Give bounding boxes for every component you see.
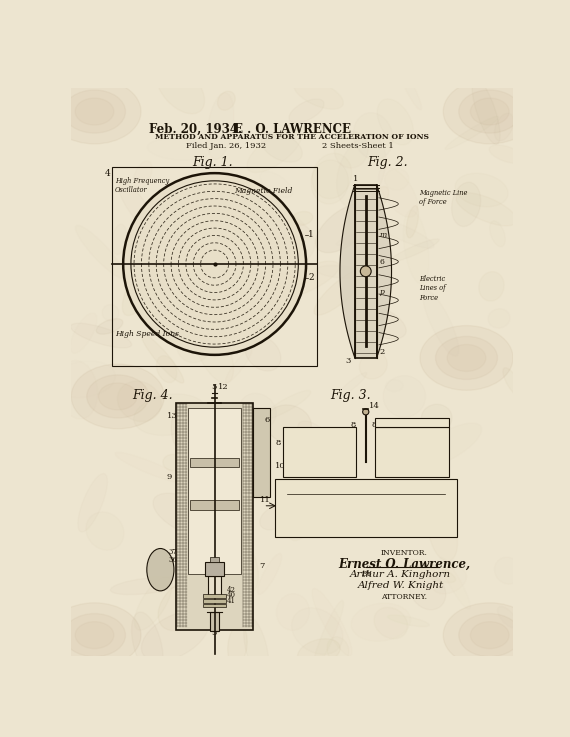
Text: 5: 5 (211, 629, 217, 637)
Bar (203, 594, 226, 598)
Ellipse shape (196, 195, 227, 231)
Text: 1: 1 (353, 175, 359, 183)
Text: 3: 3 (345, 357, 351, 366)
Bar (355, 185, 377, 358)
Text: 42: 42 (227, 586, 236, 594)
Ellipse shape (435, 336, 498, 380)
Text: High Speed Ions: High Speed Ions (115, 330, 178, 338)
Circle shape (360, 266, 371, 276)
Text: Arthur A. Kinghorn: Arthur A. Kinghorn (350, 570, 451, 579)
Ellipse shape (353, 113, 393, 159)
Text: Fig. 4.: Fig. 4. (132, 388, 173, 402)
Text: 1: 1 (308, 230, 314, 240)
Text: Magnetic Line
of Force: Magnetic Line of Force (419, 189, 467, 206)
Text: Filed Jan. 26, 1932: Filed Jan. 26, 1932 (186, 142, 266, 150)
Ellipse shape (388, 615, 429, 626)
Ellipse shape (479, 272, 504, 301)
Text: 6: 6 (264, 416, 270, 424)
Bar (375, 427, 449, 478)
Text: 14: 14 (369, 402, 380, 410)
Text: 10: 10 (275, 462, 286, 469)
Bar (203, 604, 226, 607)
Ellipse shape (459, 614, 521, 657)
Polygon shape (340, 185, 355, 358)
Text: E . O. LAWRENCE: E . O. LAWRENCE (234, 123, 351, 136)
Bar (375, 418, 449, 427)
Bar (210, 612, 219, 632)
Circle shape (363, 409, 369, 415)
Text: Fig. 2.: Fig. 2. (367, 156, 408, 170)
Text: Fig. 3.: Fig. 3. (330, 388, 370, 402)
Bar (283, 427, 356, 478)
Text: Alfred W. Knight: Alfred W. Knight (357, 581, 443, 590)
Ellipse shape (420, 326, 513, 391)
Text: METHOD AND APPARATUS FOR THE ACCELERATION OF IONS: METHOD AND APPARATUS FOR THE ACCELERATIO… (155, 133, 429, 141)
Bar (254, 408, 270, 497)
Ellipse shape (488, 309, 510, 328)
Ellipse shape (156, 356, 177, 383)
Text: Fig. 1.: Fig. 1. (192, 156, 233, 170)
Text: 7: 7 (259, 562, 265, 570)
Bar (176, 402, 254, 629)
Text: BY: BY (362, 570, 372, 579)
Text: 10: 10 (380, 422, 390, 429)
Ellipse shape (335, 131, 368, 168)
Ellipse shape (443, 79, 536, 144)
Text: Magnetic Field: Magnetic Field (234, 187, 292, 195)
Text: 37: 37 (168, 548, 177, 556)
Text: 9: 9 (166, 473, 172, 481)
Bar (275, 479, 457, 537)
Bar (205, 562, 224, 576)
Text: 8: 8 (275, 439, 280, 447)
Ellipse shape (147, 548, 174, 591)
Bar (209, 576, 221, 595)
Circle shape (123, 173, 306, 354)
Text: 41: 41 (227, 597, 236, 605)
Text: 4: 4 (105, 169, 111, 178)
Text: 8: 8 (372, 422, 377, 429)
Ellipse shape (365, 186, 389, 214)
Bar (112, 167, 317, 366)
Ellipse shape (48, 603, 141, 668)
Ellipse shape (443, 603, 536, 668)
Text: m: m (380, 231, 387, 239)
Bar (190, 500, 239, 509)
Text: ATTORNEY.: ATTORNEY. (381, 593, 428, 601)
Ellipse shape (317, 265, 363, 278)
Ellipse shape (459, 90, 521, 133)
Ellipse shape (314, 601, 344, 668)
Ellipse shape (71, 364, 164, 429)
Ellipse shape (87, 375, 149, 418)
Ellipse shape (194, 551, 214, 572)
Bar (210, 557, 219, 562)
Polygon shape (377, 185, 392, 358)
Text: Electric
Lines of
Force: Electric Lines of Force (419, 275, 446, 301)
Text: Ernest O. Lawrence,: Ernest O. Lawrence, (339, 557, 471, 570)
Bar (203, 599, 226, 603)
Text: 13: 13 (166, 412, 177, 419)
Text: 12: 12 (218, 383, 229, 391)
Text: 36: 36 (168, 556, 177, 564)
Ellipse shape (48, 79, 141, 144)
Ellipse shape (86, 512, 124, 550)
Ellipse shape (63, 614, 125, 657)
Text: INVENTOR.: INVENTOR. (381, 549, 428, 557)
Ellipse shape (63, 90, 125, 133)
Text: p: p (380, 288, 385, 296)
Bar (190, 458, 239, 467)
Text: Feb. 20, 1934.: Feb. 20, 1934. (149, 123, 242, 136)
Text: 40: 40 (227, 591, 236, 599)
Text: 8: 8 (350, 422, 356, 429)
Text: 2: 2 (308, 273, 314, 282)
Text: 2 Sheets-Sheet 1: 2 Sheets-Sheet 1 (322, 142, 394, 150)
Ellipse shape (272, 261, 339, 298)
Bar (188, 408, 241, 573)
Text: High Frequency
Oscillator: High Frequency Oscillator (115, 177, 169, 194)
Text: 2: 2 (380, 348, 385, 356)
Text: 11: 11 (259, 496, 270, 504)
Text: 6: 6 (380, 258, 385, 265)
Text: 5: 5 (211, 383, 217, 391)
